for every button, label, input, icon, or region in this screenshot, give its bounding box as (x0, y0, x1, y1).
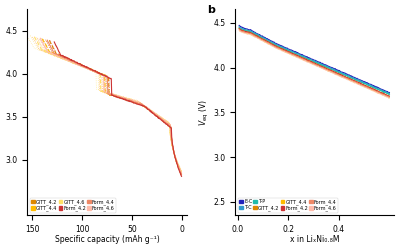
Y-axis label: $V_\mathrm{eq}$ (V): $V_\mathrm{eq}$ (V) (198, 99, 211, 126)
Legend: GITT_4.2, GITT_4.4, GITT_4.6, Form_4.2, Form_4.4, Form_4.6: GITT_4.2, GITT_4.4, GITT_4.6, Form_4.2, … (30, 198, 116, 213)
Legend: E-C, T-C, T-P, GITT_4.2, GITT_4.4, Form_4.2, Form_4.4, Form_4.6: E-C, T-C, T-P, GITT_4.2, GITT_4.4, Form_… (238, 198, 338, 213)
X-axis label: x in LiₓNi₀.₈M: x in LiₓNi₀.₈M (290, 236, 340, 244)
X-axis label: Specific capacity (mAh g⁻¹): Specific capacity (mAh g⁻¹) (54, 236, 159, 244)
Text: b: b (207, 5, 214, 15)
